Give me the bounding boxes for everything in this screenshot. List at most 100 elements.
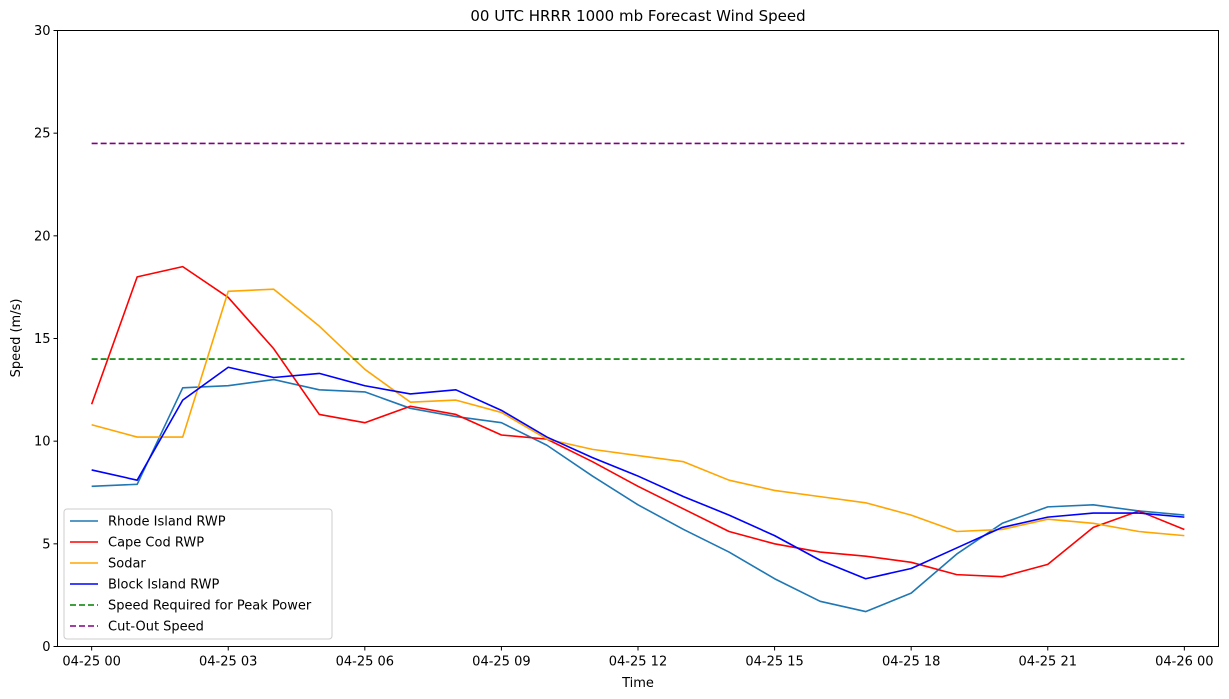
y-tick-label: 20 [34, 229, 51, 244]
data-point [182, 266, 184, 268]
series-line-block-island-rwp [91, 366, 1185, 580]
legend-label: Rhode Island RWP [108, 515, 226, 530]
data-point [409, 393, 411, 395]
data-point [91, 469, 93, 471]
legend-label: Sodar [108, 557, 146, 572]
data-point [728, 551, 730, 553]
data-point [91, 424, 93, 426]
data-point [1001, 143, 1003, 145]
data-point [683, 508, 685, 510]
legend-box [63, 508, 333, 640]
data-point [91, 358, 93, 360]
data-point [1047, 506, 1049, 508]
data-point [910, 568, 912, 570]
data-point [592, 457, 594, 459]
data-point [318, 373, 320, 375]
data-point [1001, 522, 1003, 524]
data-point [227, 290, 229, 292]
data-point [273, 288, 275, 290]
data-point [956, 143, 958, 145]
data-point [546, 436, 548, 438]
data-point [273, 358, 275, 360]
data-point [637, 475, 639, 477]
series-line-sodar [91, 288, 1185, 537]
data-point [637, 358, 639, 360]
data-point [455, 143, 457, 145]
chart-title: 00 UTC HRRR 1000 mb Forecast Wind Speed [470, 7, 805, 25]
data-point [1001, 529, 1003, 531]
data-point [1138, 143, 1140, 145]
series-layer [90, 142, 1185, 613]
x-tick-label: 04-25 03 [199, 655, 257, 670]
data-point [182, 387, 184, 389]
data-point [683, 358, 685, 360]
data-point [546, 438, 548, 440]
data-point [501, 358, 503, 360]
data-point [227, 366, 229, 368]
y-tick-label: 15 [34, 332, 51, 347]
data-point [819, 600, 821, 602]
data-point [318, 325, 320, 327]
x-tick-label: 04-25 09 [472, 655, 530, 670]
data-point [273, 379, 275, 381]
y-tick-label: 30 [34, 24, 51, 39]
data-point [182, 358, 184, 360]
x-tick-label: 04-25 18 [882, 655, 940, 670]
data-point [273, 348, 275, 350]
data-point [1092, 522, 1094, 524]
y-tick-label: 5 [42, 537, 50, 552]
x-tick-label: 04-25 12 [609, 655, 667, 670]
data-point [1183, 143, 1185, 145]
data-point [592, 143, 594, 145]
data-point [136, 436, 138, 438]
data-point [501, 434, 503, 436]
legend-label: Cape Cod RWP [108, 536, 204, 551]
data-point [728, 514, 730, 516]
data-point [364, 422, 366, 424]
data-point [318, 143, 320, 145]
y-tick-label: 25 [34, 127, 51, 142]
x-tick-label: 04-26 00 [1155, 655, 1213, 670]
data-point [1001, 358, 1003, 360]
data-point [318, 358, 320, 360]
data-point [182, 143, 184, 145]
data-point [91, 403, 93, 405]
x-tick-label: 04-25 06 [336, 655, 394, 670]
data-point [910, 514, 912, 516]
y-axis-title: Speed (m/s) [9, 299, 24, 378]
data-point [1047, 358, 1049, 360]
data-point [728, 358, 730, 360]
data-point [1183, 358, 1185, 360]
data-point [1001, 527, 1003, 529]
data-point [1047, 143, 1049, 145]
data-point [1138, 512, 1140, 514]
data-point [865, 143, 867, 145]
data-point [865, 555, 867, 557]
data-point [546, 358, 548, 360]
series-speed-required-for-peak-power [91, 358, 1185, 360]
series-rhode-island-rwp [91, 378, 1185, 613]
data-point [910, 592, 912, 594]
data-point [227, 358, 229, 360]
data-point [1183, 535, 1185, 537]
data-point [1092, 358, 1094, 360]
data-point [1183, 516, 1185, 518]
data-point [865, 358, 867, 360]
data-point [819, 143, 821, 145]
data-point [1092, 512, 1094, 514]
data-point [136, 276, 138, 278]
x-tick-label: 04-25 15 [745, 655, 803, 670]
y-axis: 0 5 10 15 20 25 30 [34, 24, 58, 655]
data-point [409, 407, 411, 409]
data-point [227, 385, 229, 387]
data-point [819, 358, 821, 360]
data-point [956, 553, 958, 555]
data-point [1092, 527, 1094, 529]
data-point [501, 422, 503, 424]
data-point [182, 399, 184, 401]
data-point [956, 531, 958, 533]
data-point [637, 143, 639, 145]
data-point [592, 448, 594, 450]
data-point [455, 416, 457, 418]
